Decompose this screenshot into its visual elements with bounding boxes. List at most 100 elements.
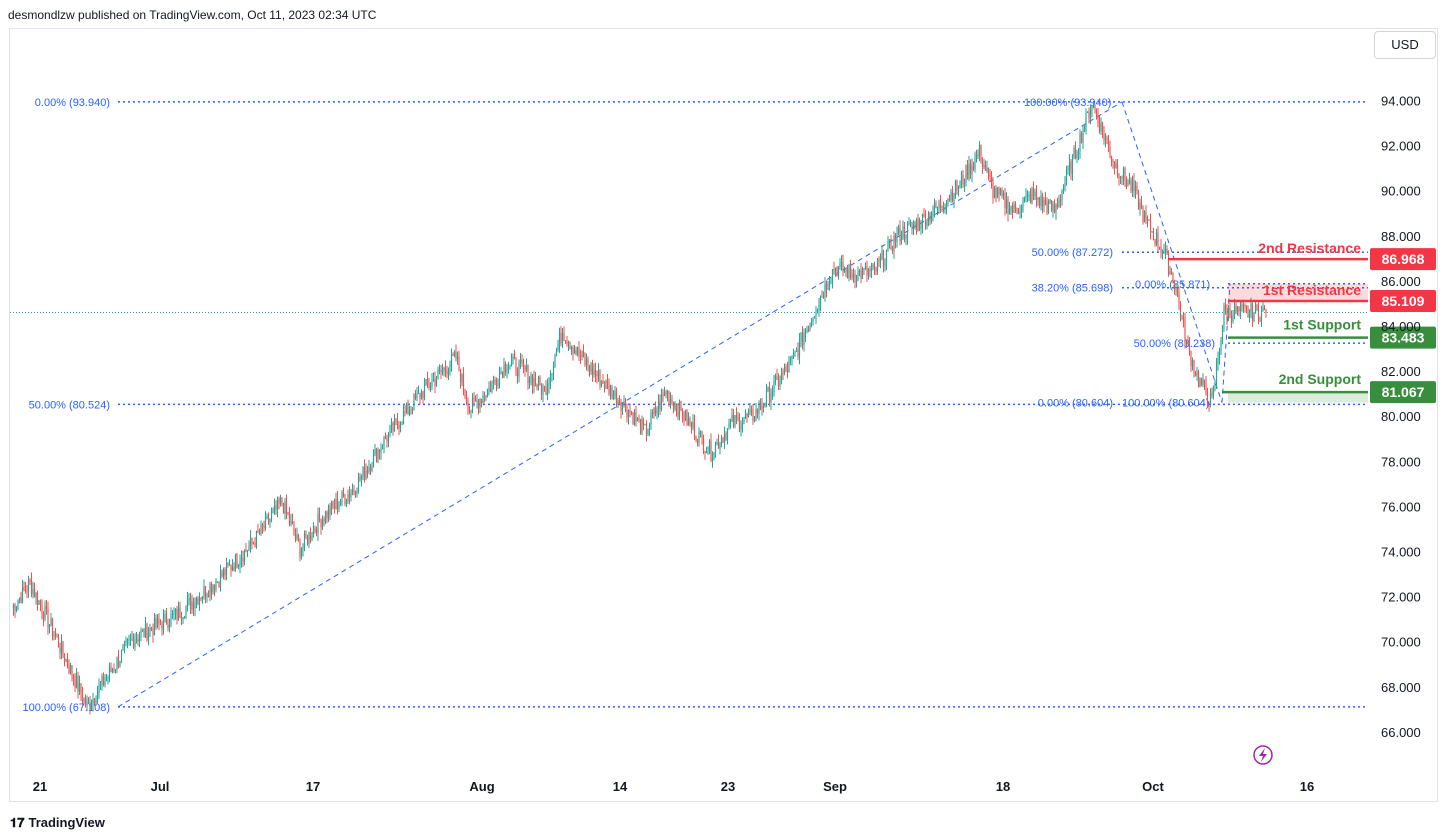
- candle: [1265, 309, 1267, 318]
- candle-body: [642, 419, 645, 425]
- candle: [599, 369, 601, 390]
- candle: [407, 399, 409, 416]
- candle: [498, 366, 501, 389]
- candle-body: [518, 361, 520, 377]
- candle: [65, 658, 67, 663]
- candle: [107, 675, 109, 685]
- candle: [431, 373, 433, 391]
- tradingview-footer[interactable]: 𝟏𝟕 TradingView: [10, 815, 105, 831]
- candle-body: [974, 158, 976, 170]
- candle: [996, 187, 999, 199]
- candle: [509, 364, 511, 370]
- candle: [143, 627, 145, 638]
- candle-body: [693, 422, 696, 438]
- y-tick-label: 72.000: [1381, 590, 1421, 605]
- candle-body: [891, 249, 894, 251]
- candle: [998, 186, 1000, 202]
- candle-body: [864, 266, 867, 270]
- candle: [1107, 135, 1110, 153]
- candle-body: [764, 402, 766, 407]
- candle-body: [990, 176, 993, 183]
- candle-body: [504, 364, 507, 372]
- candle-body: [1064, 182, 1066, 188]
- candle-body: [215, 581, 217, 590]
- candle-body: [399, 424, 402, 429]
- candle-body: [26, 590, 28, 592]
- candle: [1082, 125, 1084, 150]
- candle: [330, 500, 333, 516]
- candle-body: [393, 418, 396, 432]
- candle-body: [828, 283, 831, 289]
- x-tick-label: 23: [721, 779, 735, 794]
- candle: [531, 373, 534, 395]
- candle: [942, 201, 945, 214]
- y-tick-label: 78.000: [1381, 454, 1421, 469]
- candle: [485, 394, 487, 401]
- candle-body: [837, 266, 840, 276]
- candle-body: [558, 332, 561, 346]
- candle-body: [374, 449, 376, 454]
- candle: [314, 525, 316, 534]
- candle: [1089, 105, 1092, 125]
- currency-button[interactable]: USD: [1374, 31, 1436, 59]
- candle: [266, 513, 268, 520]
- candle-body: [344, 496, 346, 505]
- candle-body: [77, 675, 79, 692]
- candle: [444, 360, 447, 378]
- candle: [342, 487, 345, 498]
- candle-body: [960, 174, 963, 182]
- candle-body: [62, 641, 64, 655]
- candle: [1193, 359, 1195, 378]
- candle: [1065, 165, 1068, 186]
- candle: [1101, 121, 1104, 139]
- fib-label: 100.00% (80.604): [1122, 398, 1209, 410]
- candle: [795, 347, 798, 352]
- candle: [753, 415, 756, 423]
- candle: [525, 358, 528, 373]
- candle: [668, 390, 670, 407]
- candle-body: [812, 318, 814, 322]
- candle: [386, 434, 388, 448]
- candle: [743, 416, 745, 425]
- candle-body: [1224, 305, 1227, 311]
- candle-body: [674, 403, 676, 410]
- candle-body: [1109, 146, 1111, 157]
- candle-body: [554, 355, 556, 366]
- candle-body: [479, 399, 481, 409]
- candle: [698, 427, 700, 447]
- x-tick-label: 16: [1300, 779, 1314, 794]
- candle: [413, 392, 415, 411]
- candle: [275, 500, 277, 515]
- candle: [974, 151, 976, 173]
- candle-body: [360, 475, 363, 480]
- candle: [678, 399, 681, 421]
- resistance-zone: [1228, 283, 1368, 301]
- candle: [912, 220, 915, 236]
- candle: [1002, 190, 1005, 200]
- candle-body: [287, 512, 289, 515]
- candle-body: [732, 414, 735, 427]
- candle-body: [1137, 191, 1140, 210]
- candle: [651, 409, 654, 419]
- candle: [632, 411, 634, 425]
- candle: [207, 590, 210, 598]
- candle-body: [234, 554, 237, 571]
- lightning-icon[interactable]: [1253, 745, 1273, 765]
- candle: [770, 388, 772, 410]
- candle-body: [113, 669, 115, 671]
- candle-body: [1253, 313, 1255, 322]
- candle: [282, 502, 285, 514]
- candle: [296, 527, 298, 541]
- candle-body: [351, 489, 354, 493]
- candle-body: [686, 410, 688, 425]
- candle-body: [1181, 317, 1183, 319]
- candle-body: [855, 280, 858, 282]
- candle: [801, 326, 804, 350]
- candle: [476, 393, 478, 409]
- candle-body: [221, 572, 223, 577]
- candle-body: [630, 412, 633, 414]
- candle: [323, 516, 325, 527]
- candle: [833, 261, 835, 275]
- candle: [806, 325, 808, 334]
